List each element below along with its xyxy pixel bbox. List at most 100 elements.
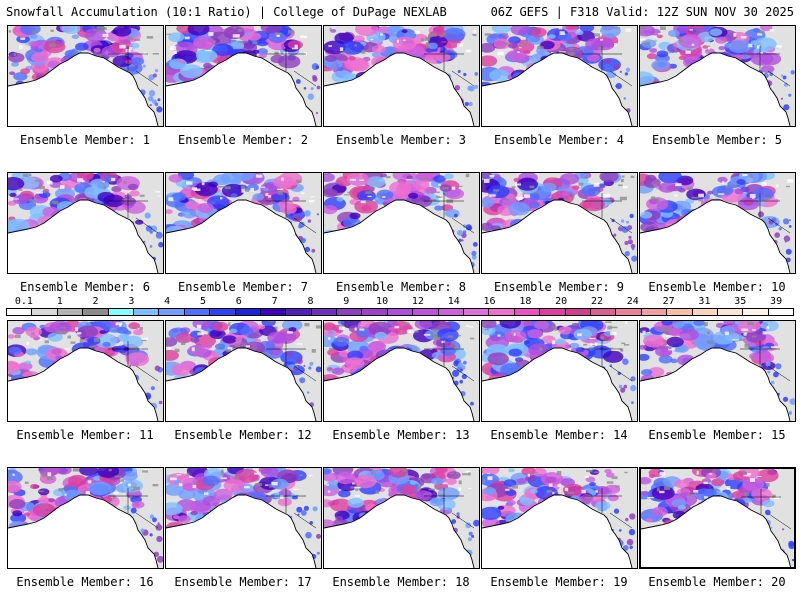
map-graphic (640, 321, 795, 421)
colorbar-tick-label: 1 (56, 296, 63, 307)
colorbar-swatch (210, 309, 236, 315)
colorbar-tick-label: 5 (199, 296, 207, 307)
map-graphic (166, 321, 321, 421)
colorbar-swatch (413, 309, 439, 315)
map-graphic (324, 173, 479, 273)
snowfall-map (323, 320, 480, 422)
colorbar-swatch (692, 309, 718, 315)
snowfall-map (7, 467, 164, 569)
snowfall-map (639, 172, 796, 274)
colorbar-swatch (438, 309, 465, 315)
map-graphic (8, 173, 163, 273)
ensemble-member-label: Ensemble Member: 13 (332, 428, 470, 442)
colorbar-swatch (489, 309, 515, 315)
map-graphic (166, 26, 321, 126)
colorbar-swatch (362, 309, 388, 315)
map-graphic (640, 26, 795, 126)
ensemble-member-label: Ensemble Member: 18 (332, 575, 470, 589)
ensemble-member-label: Ensemble Member: 4 (493, 133, 625, 147)
ensemble-member-label: Ensemble Member: 7 (177, 280, 309, 294)
snowfall-map (7, 25, 164, 127)
colorbar-swatch (387, 309, 414, 315)
map-graphic (166, 468, 321, 568)
ensemble-member-label: Ensemble Member: 12 (174, 428, 312, 442)
snowfall-map (481, 467, 638, 569)
ensemble-member-label: Ensemble Member: 15 (648, 428, 786, 442)
colorbar-tick-label: 9 (343, 296, 350, 307)
colorbar-swatch (590, 309, 617, 315)
ensemble-member-label: Ensemble Member: 11 (16, 428, 154, 442)
snowfall-map (481, 320, 638, 422)
snowfall-map (165, 25, 322, 127)
colorbar-swatch (57, 309, 84, 315)
snowfall-map (323, 467, 480, 569)
map-graphic (8, 321, 163, 421)
colorbar-tick-label: 20 (555, 296, 568, 307)
ensemble-member-label: Ensemble Member: 10 (648, 280, 786, 294)
colorbar-tick-label: 2 (92, 296, 99, 307)
ensemble-member-label: Ensemble Member: 1 (19, 133, 151, 147)
colorbar-tick-label: 3 (128, 296, 135, 307)
snowfall-map (323, 172, 480, 274)
colorbar-swatch (667, 309, 693, 315)
snowfall-map (639, 25, 796, 127)
colorbar-tick-label: 6 (235, 296, 242, 307)
snowfall-colorbar: 0.1 1 2 3 4 5 6 7 8 9 10 12 14 16 18 20 22 24 27 31 35 39 (6, 296, 794, 318)
ensemble-member-label: Ensemble Member: 3 (335, 133, 467, 147)
map-graphic (641, 469, 794, 567)
colorbar-swatch (717, 309, 744, 315)
colorbar-tick-label: 10 (376, 296, 389, 307)
colorbar-swatch (159, 309, 185, 315)
colorbar-tick-label: 39 (770, 296, 783, 307)
snowfall-map (7, 172, 164, 274)
map-graphic (324, 321, 479, 421)
colorbar-tick-label: 27 (662, 296, 675, 307)
colorbar-tick-label: 12 (411, 296, 424, 307)
colorbar-swatch (286, 309, 312, 315)
colorbar-swatch (311, 309, 338, 315)
snowfall-map (7, 320, 164, 422)
colorbar-tick-label: 18 (519, 296, 532, 307)
colorbar-tick-label: 35 (734, 296, 747, 307)
snowfall-map (165, 320, 322, 422)
ensemble-member-label: Ensemble Member: 8 (335, 280, 467, 294)
snowfall-map (165, 467, 322, 569)
ensemble-member-label: Ensemble Member: 14 (490, 428, 628, 442)
colorbar-swatch (108, 309, 134, 315)
colorbar-swatch (464, 309, 490, 315)
colorbar-tick-label: 31 (698, 296, 711, 307)
colorbar-swatch (32, 309, 58, 315)
snowfall-map (481, 172, 638, 274)
map-graphic (166, 173, 321, 273)
colorbar-swatch (7, 309, 33, 315)
colorbar-swatches (6, 308, 794, 316)
colorbar-swatch (337, 309, 363, 315)
ensemble-member-label: Ensemble Member: 20 (648, 575, 786, 589)
colorbar-tick-label: 4 (164, 296, 171, 307)
colorbar-tick-label: 16 (483, 296, 496, 307)
colorbar-swatch (133, 309, 160, 315)
header: Snowfall Accumulation (10:1 Ratio) | Col… (0, 0, 800, 22)
colorbar-tick-label: 24 (626, 296, 639, 307)
map-graphic (8, 468, 163, 568)
colorbar-tick-label: 7 (271, 296, 278, 307)
colorbar-tick-label: 22 (590, 296, 604, 307)
snowfall-map (165, 172, 322, 274)
colorbar-swatch (235, 309, 261, 315)
snowfall-map (481, 25, 638, 127)
ensemble-member-label: Ensemble Member: 6 (19, 280, 151, 294)
colorbar-tick-label: 14 (447, 296, 460, 307)
ensemble-member-label: Ensemble Member: 19 (490, 575, 628, 589)
colorbar-labels: 0.1 1 2 3 4 5 6 7 8 9 10 12 14 16 18 20 22 24 27 31 35 39 (6, 296, 794, 308)
page-title: Snowfall Accumulation (10:1 Ratio) | Col… (6, 5, 447, 19)
ensemble-member-label: Ensemble Member: 5 (651, 133, 783, 147)
map-graphic (482, 321, 637, 421)
ensemble-member-label: Ensemble Member: 9 (493, 280, 625, 294)
map-graphic (8, 26, 163, 126)
colorbar-swatch (540, 309, 566, 315)
snowfall-map (639, 467, 796, 569)
colorbar-swatch (743, 309, 769, 315)
map-graphic (324, 468, 479, 568)
map-graphic (482, 26, 637, 126)
colorbar-tick-label: 8 (307, 296, 314, 307)
